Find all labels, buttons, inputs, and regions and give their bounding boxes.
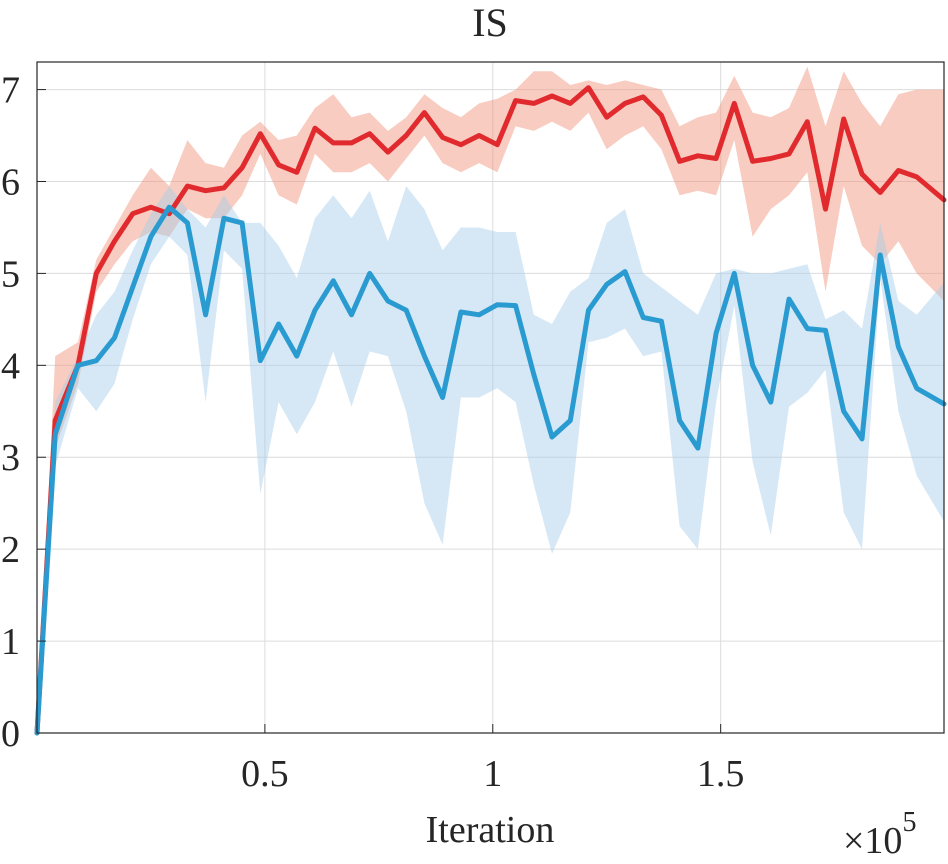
x-multiplier-exponent: 5	[902, 807, 916, 838]
y-tick-label: 0	[1, 713, 20, 755]
series-1-band	[37, 66, 944, 734]
y-tick-label: 3	[1, 437, 20, 479]
series-lines	[34, 85, 947, 736]
x-tick-label: 1.5	[697, 753, 745, 795]
grid	[37, 62, 944, 734]
y-tick-label: 6	[1, 161, 20, 203]
tick-labels: 0.5 1 1.5 0 1 2 3 4 5 6 7	[1, 70, 744, 795]
y-tick-label: 2	[1, 529, 20, 571]
x-axis-label: Iteration	[426, 809, 555, 851]
y-tick-label: 5	[1, 253, 20, 295]
series-1-line	[34, 85, 947, 736]
plot-frame	[36, 61, 945, 734]
series-2-line	[34, 204, 947, 736]
y-tick-label: 1	[1, 621, 20, 663]
y-tick-label: 7	[1, 70, 20, 112]
chart-title: IS	[472, 0, 508, 45]
y-tick-label: 4	[1, 345, 20, 387]
x-multiplier-base: ×10	[843, 820, 902, 859]
x-tick-label: 0.5	[241, 753, 289, 795]
x-axis-multiplier: ×105	[843, 807, 916, 859]
x-tick-label: 1	[483, 753, 502, 795]
